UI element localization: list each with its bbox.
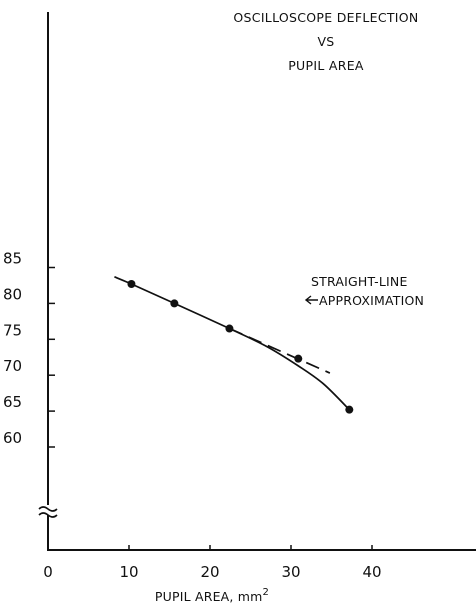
straight-line-approximation [229, 327, 331, 374]
y-ticks: 60 65 70 75 80 85 [3, 250, 55, 448]
x-tick-label: 40 [362, 563, 381, 581]
x-tick-label: 10 [119, 563, 138, 581]
y-tick-label: 85 [3, 250, 22, 268]
annotation-arrow [304, 295, 318, 305]
y-tick-label: 70 [3, 357, 22, 375]
y-tick-label: 65 [3, 393, 22, 411]
x-axis-label: PUPIL AREA, mm2 [155, 587, 269, 604]
x-axis-label-superscript: 2 [263, 587, 270, 598]
fitted-curve [114, 276, 350, 411]
x-tick-label: 20 [200, 563, 219, 581]
title-line: OSCILLOSCOPE DEFLECTION [233, 10, 418, 25]
plot-area [114, 276, 354, 414]
title-line: VS [317, 34, 334, 49]
title-line: PUPIL AREA [288, 58, 364, 73]
data-point [294, 354, 303, 363]
annotation-line: APPROXIMATION [319, 293, 424, 308]
data-point [345, 405, 354, 414]
chart-title: OSCILLOSCOPE DEFLECTION VS PUPIL AREA [233, 10, 418, 73]
x-tick-label: 30 [281, 563, 300, 581]
y-tick-label: 80 [3, 285, 22, 303]
x-ticks: 0 10 20 30 40 [43, 545, 382, 581]
annotation: STRAIGHT-LINE APPROXIMATION [304, 274, 424, 308]
y-tick-label: 60 [3, 429, 22, 447]
axes [38, 12, 476, 551]
data-point [170, 299, 179, 308]
data-point [225, 324, 234, 333]
data-point [127, 280, 136, 289]
x-tick-label: 0 [43, 563, 53, 581]
y-axis-break [38, 505, 58, 518]
y-tick-label: 75 [3, 321, 22, 339]
annotation-line: STRAIGHT-LINE [311, 274, 408, 289]
